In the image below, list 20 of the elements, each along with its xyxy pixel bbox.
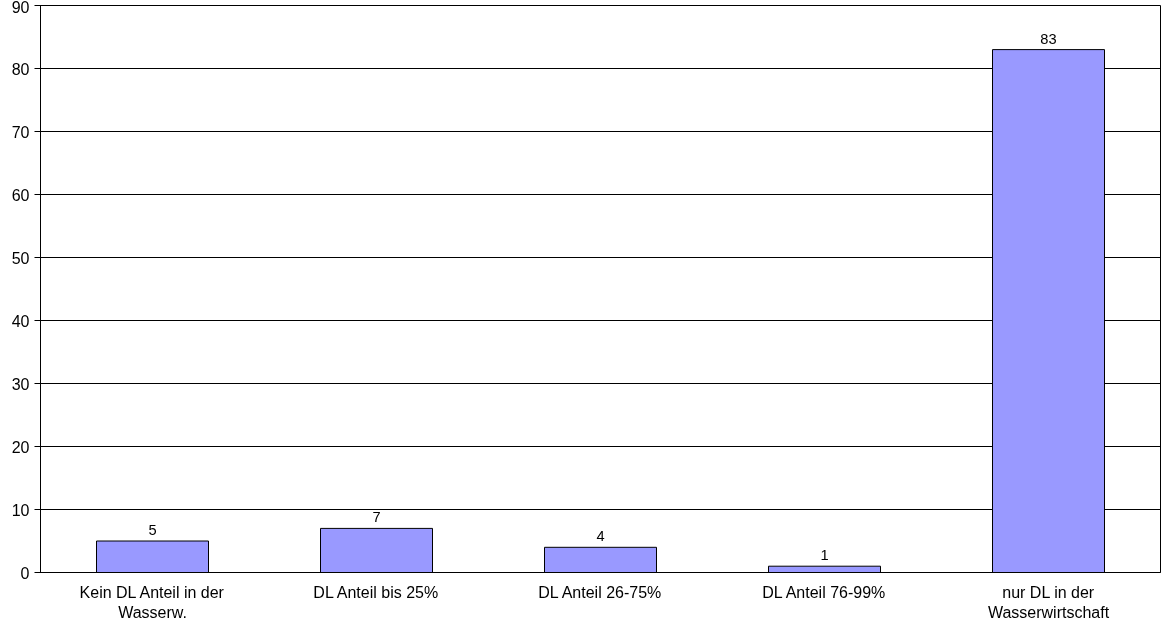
y-tick-label: 50 [11, 249, 30, 267]
x-tick-label: DL Anteil bis 25% [313, 583, 439, 601]
data-label: 7 [372, 509, 381, 526]
x-tick-label: nur DL in der Wasserwirtschaft [987, 583, 1110, 621]
y-tick-label: 0 [20, 564, 30, 582]
y-tick-label: 20 [11, 438, 30, 456]
y-tick-label: 10 [11, 501, 30, 519]
x-tick-label: DL Anteil 76-99% [762, 583, 886, 601]
y-tick-label: 40 [11, 312, 30, 330]
y-tick-label: 60 [11, 186, 30, 204]
x-tick-label: DL Anteil 26-75% [538, 583, 662, 601]
x-tick-label: Kein DL Anteil in der Wasserw. [79, 583, 225, 621]
y-tick-label: 30 [11, 375, 30, 393]
data-label: 4 [596, 528, 605, 545]
y-tick-label: 70 [11, 123, 30, 141]
y-tick-label: 90 [11, 0, 30, 16]
data-label: 83 [1040, 30, 1057, 47]
y-tick-label: 80 [11, 60, 30, 78]
data-label: 1 [820, 547, 829, 564]
data-label: 5 [148, 522, 157, 538]
